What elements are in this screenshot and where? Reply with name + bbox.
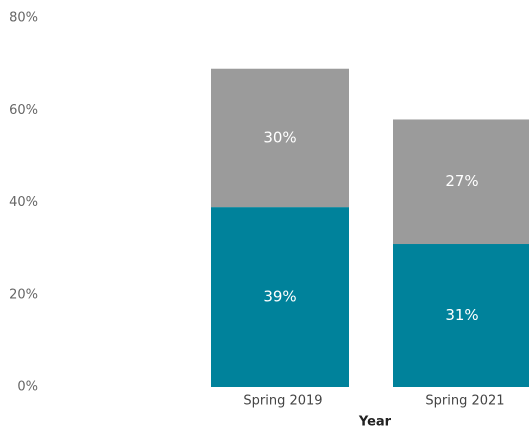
data-label: 39%: [263, 288, 296, 306]
data-label: 30%: [263, 128, 296, 146]
y-tick-label: 80%: [9, 11, 38, 26]
x-tick-label: Spring 2019: [243, 394, 322, 409]
bar-segment: [211, 207, 349, 387]
bar-segment: [211, 68, 349, 208]
y-tick-label: 40%: [9, 195, 38, 210]
y-tick-label: 0%: [17, 380, 38, 395]
data-label: 27%: [445, 172, 478, 190]
y-tick-label: 60%: [9, 103, 38, 118]
bar-segment: [393, 244, 529, 387]
bar-segment: [393, 119, 529, 245]
data-label: 31%: [445, 306, 478, 324]
y-tick-label: 20%: [9, 287, 38, 302]
x-axis-title: Year: [358, 415, 392, 428]
x-tick-label: Spring 2021: [425, 394, 504, 409]
